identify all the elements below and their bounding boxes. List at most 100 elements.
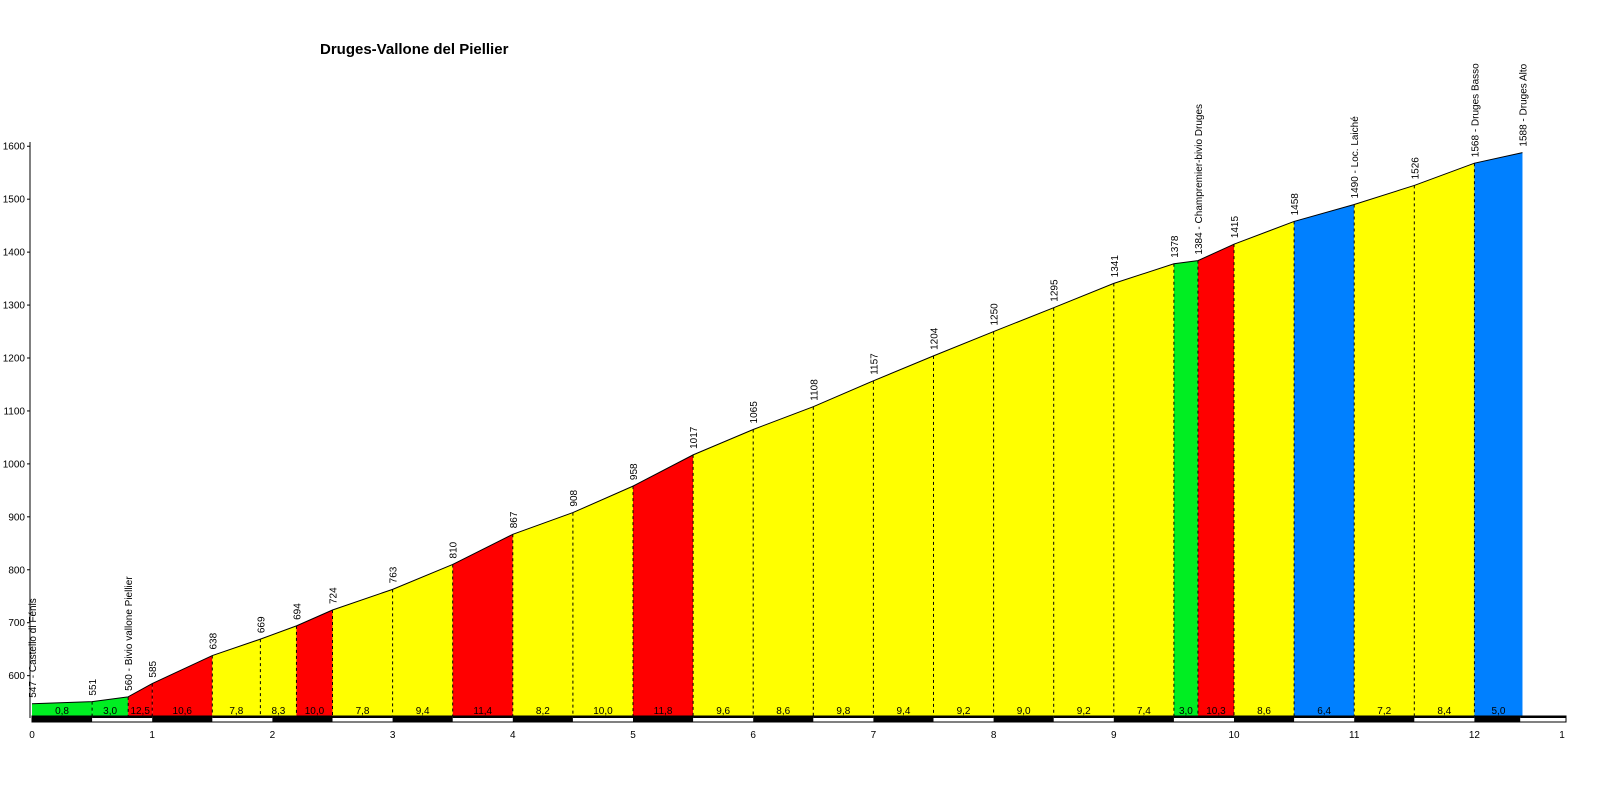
x-axis-bar-segment bbox=[873, 716, 934, 722]
profile-segment bbox=[128, 683, 153, 718]
elevation-label: 958 bbox=[629, 463, 640, 480]
profile-segment bbox=[693, 429, 754, 718]
profile-segment bbox=[332, 589, 393, 718]
x-tick-label: 0 bbox=[29, 730, 35, 741]
y-tick-label: 1100 bbox=[3, 406, 25, 417]
elevation-label: 1157 bbox=[869, 353, 880, 375]
elevation-label: 1295 bbox=[1050, 279, 1061, 302]
profile-line bbox=[31, 152, 1523, 705]
profile-segment bbox=[452, 534, 513, 718]
elevation-label: 1588 - Druges Alto bbox=[1518, 63, 1529, 146]
y-tick-label: 800 bbox=[8, 565, 25, 576]
gradient-label: 8,6 bbox=[776, 706, 790, 717]
x-tick-label: 12 bbox=[1469, 730, 1481, 741]
x-axis-bar-segment bbox=[512, 716, 573, 722]
x-axis-bar-segment bbox=[272, 716, 333, 722]
gradient-label: 7,8 bbox=[356, 706, 370, 717]
y-tick-label: 1400 bbox=[3, 248, 26, 259]
profile-segment bbox=[633, 454, 694, 718]
elevation-label: 585 bbox=[148, 660, 159, 677]
chart-title: Druges-Vallone del Piellier bbox=[320, 41, 509, 58]
x-tick-label: 1 bbox=[149, 730, 155, 741]
elevation-labels: 547 - Castello di Fénis 551 560 - Bivio va… bbox=[28, 63, 1529, 698]
elevation-label: 763 bbox=[389, 566, 400, 583]
profile-segment bbox=[813, 380, 874, 718]
gradient-label: 3,0 bbox=[103, 706, 117, 717]
profile-segment bbox=[1053, 283, 1114, 718]
gradient-label: 11,4 bbox=[473, 706, 492, 717]
x-axis-bar-segment bbox=[633, 716, 694, 722]
gradient-label: 11,8 bbox=[654, 706, 673, 717]
gradient-label: 7,8 bbox=[229, 706, 243, 717]
y-tick-label: 1300 bbox=[3, 301, 26, 312]
gradient-label: 10,6 bbox=[173, 706, 193, 717]
gradient-label: 6,4 bbox=[1317, 706, 1331, 717]
y-tick-label: 1500 bbox=[3, 195, 26, 206]
gradient-label: 7,4 bbox=[1137, 706, 1151, 717]
gradient-label: 9,2 bbox=[957, 706, 971, 717]
gradient-label: 0,8 bbox=[55, 706, 69, 717]
x-axis-bar-segment bbox=[152, 716, 213, 722]
profile-segment bbox=[1234, 221, 1295, 719]
x-tick-label: 8 bbox=[991, 730, 997, 741]
profile-segment bbox=[1354, 185, 1415, 719]
elevation-label: 694 bbox=[292, 603, 303, 620]
x-axis-bar-segment bbox=[813, 716, 874, 718]
x-axis-bar-segment bbox=[993, 716, 1054, 722]
gradient-label: 10,0 bbox=[305, 706, 325, 717]
elevation-label: 1108 bbox=[809, 379, 820, 401]
gradient-label: 9,4 bbox=[416, 706, 430, 717]
x-axis-bar-segment bbox=[1113, 716, 1174, 722]
gradient-label: 10,3 bbox=[1206, 706, 1226, 717]
profile-segment bbox=[1294, 204, 1355, 718]
profile-segment bbox=[1474, 152, 1523, 718]
gradient-label: 9,2 bbox=[1077, 706, 1091, 717]
x-axis: 0 1 2 3 4 5 6 7 8 9 10 11 12 1 bbox=[29, 715, 1567, 741]
x-axis-bar-segment bbox=[1294, 716, 1355, 718]
x-axis-bar-segment bbox=[1354, 716, 1415, 722]
profile-segment bbox=[296, 610, 333, 718]
elevation-label: 1065 bbox=[749, 401, 760, 424]
x-axis-bar-segment bbox=[32, 716, 93, 722]
segment-dividers bbox=[91, 163, 1475, 718]
elevation-label: 1415 bbox=[1230, 216, 1241, 239]
profile-segment bbox=[260, 625, 297, 718]
x-axis-bar-segment bbox=[1474, 716, 1521, 722]
profile-segment bbox=[1197, 244, 1234, 718]
x-axis-bar-segment bbox=[933, 716, 994, 718]
profile-segment bbox=[993, 307, 1054, 718]
elevation-label: 1341 bbox=[1110, 255, 1121, 278]
x-tick-label: 5 bbox=[630, 730, 636, 741]
profile-segment bbox=[392, 564, 453, 718]
elevation-label: 547 - Castello di Fénis bbox=[28, 598, 39, 698]
elevation-label: 560 - Bivio vallone Piellier bbox=[124, 576, 135, 691]
x-axis-bar-segment bbox=[1173, 716, 1234, 718]
x-axis-bar-segment bbox=[392, 716, 453, 722]
gradient-label: 3,0 bbox=[1179, 706, 1193, 717]
x-axis-bar-segment bbox=[753, 716, 814, 722]
gradient-labels: 0,8 3,0 12,5 10,6 7,8 8,3 10,0 7,8 9,4 11,4 8,2 10,… bbox=[55, 706, 1506, 717]
gradient-label: 5,0 bbox=[1491, 706, 1505, 717]
y-tick-label: 1200 bbox=[3, 354, 26, 365]
x-tick-label: 7 bbox=[871, 730, 877, 741]
y-tick-label: 1000 bbox=[3, 459, 26, 470]
x-tick-label: 4 bbox=[510, 730, 516, 741]
x-axis-bar-segment bbox=[1414, 716, 1475, 718]
gradient-label: 7,2 bbox=[1377, 706, 1391, 717]
profile-segment bbox=[1113, 263, 1174, 718]
y-tick-label: 700 bbox=[8, 618, 25, 629]
y-tick-label: 900 bbox=[8, 512, 25, 523]
x-tick-label: 9 bbox=[1111, 730, 1117, 741]
profile-segment bbox=[92, 696, 129, 718]
elevation-label: 1568 - Druges Basso bbox=[1470, 63, 1481, 157]
profile-segment bbox=[1173, 260, 1198, 718]
gradient-label: 8,6 bbox=[1257, 706, 1271, 717]
gradient-label: 9,4 bbox=[896, 706, 910, 717]
gradient-label: 9,0 bbox=[1017, 706, 1031, 717]
y-tick-label: 600 bbox=[8, 671, 25, 682]
elevation-label: 551 bbox=[88, 678, 99, 695]
gradient-label: 9,6 bbox=[716, 706, 730, 717]
x-axis-bar-segment bbox=[212, 716, 273, 718]
x-axis-bar-segment bbox=[693, 716, 754, 718]
